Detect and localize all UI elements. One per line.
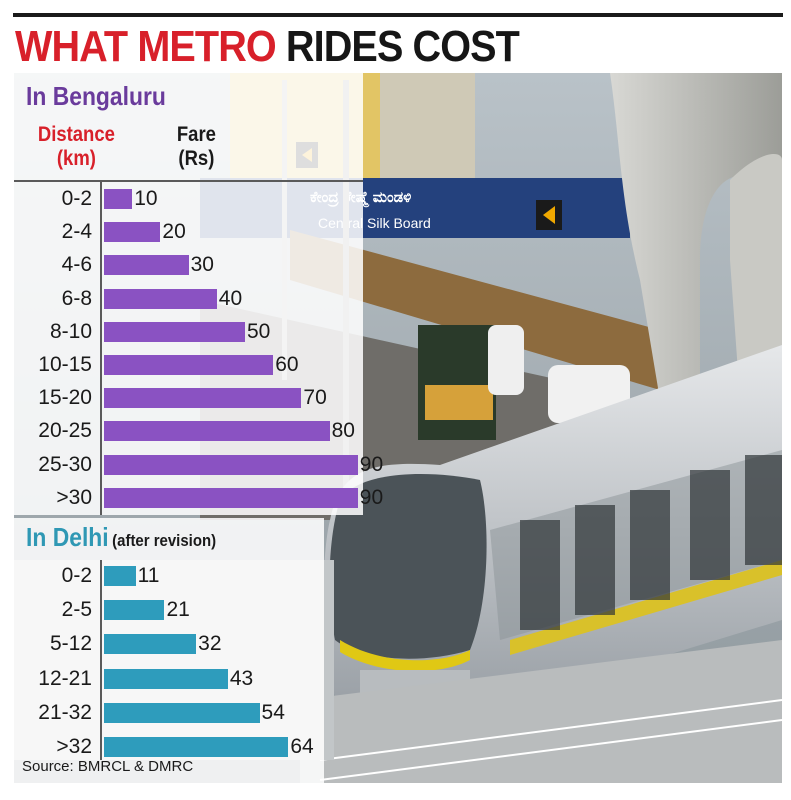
bar (104, 487, 358, 508)
value-label: 32 (198, 632, 222, 656)
category-label: 6-8 (61, 286, 92, 310)
value-label: 64 (290, 735, 314, 758)
category-label: >30 (56, 485, 92, 509)
category-label: >32 (56, 735, 92, 758)
bar (104, 421, 330, 442)
value-label: 54 (261, 700, 285, 724)
value-label: 90 (359, 485, 384, 509)
bengaluru-axis (100, 182, 102, 515)
value-label: 20 (162, 220, 186, 244)
value-label: 21 (166, 598, 190, 622)
bar (104, 222, 161, 243)
fare-header-line2: (Rs) (178, 147, 215, 170)
distance-header-line2: (km) (56, 147, 96, 170)
delhi-axis (100, 560, 102, 760)
category-label: 0-2 (61, 187, 92, 210)
delhi-title: In Delhi (26, 522, 109, 552)
category-label: 8-10 (49, 319, 92, 343)
bar (104, 321, 245, 342)
distance-header-line1: Distance (37, 123, 115, 146)
category-label: 2-4 (61, 220, 92, 244)
fare-header: Fare (Rs) (170, 123, 223, 171)
category-label: 20-25 (38, 419, 92, 443)
bar (104, 566, 136, 586)
category-label: 21-32 (38, 700, 92, 724)
title-part-1: WHAT METRO (15, 22, 277, 71)
value-label: 11 (137, 564, 160, 587)
category-label: 15-20 (38, 386, 92, 410)
bar (104, 288, 217, 309)
value-label: 10 (134, 187, 158, 210)
category-label: 12-21 (38, 666, 92, 690)
bar (104, 255, 189, 276)
category-label: 0-2 (61, 564, 92, 587)
bar (104, 737, 289, 757)
header-rule (14, 180, 363, 182)
value-label: 60 (275, 353, 299, 376)
title-part-2: RIDES COST (285, 22, 520, 71)
source-note: Source: BMRCL & DMRC (22, 758, 194, 775)
top-rule (13, 13, 783, 17)
bar (104, 600, 165, 621)
category-label: 4-6 (61, 253, 92, 277)
fare-header-line1: Fare (176, 123, 216, 146)
bar (104, 634, 197, 655)
value-label: 50 (247, 319, 271, 343)
value-label: 90 (359, 452, 384, 476)
category-label: 10-15 (38, 353, 92, 376)
delhi-heading: In Delhi (after revision) (26, 522, 216, 556)
bar (104, 189, 133, 209)
bengaluru-heading: In Bengaluru (26, 81, 166, 111)
value-label: 40 (218, 286, 243, 310)
distance-header: Distance (km) (28, 123, 125, 171)
value-label: 30 (190, 253, 214, 277)
category-label: 2-5 (61, 598, 92, 622)
bar (104, 388, 302, 409)
bar (104, 702, 260, 723)
bar (104, 668, 228, 689)
bar (104, 454, 358, 475)
bar (104, 355, 274, 375)
delhi-subtitle: (after revision) (112, 531, 217, 550)
category-label: 5-12 (49, 632, 92, 656)
category-label: 25-30 (38, 452, 92, 476)
value-label: 43 (229, 666, 254, 690)
value-label: 70 (303, 386, 327, 410)
value-label: 80 (331, 419, 355, 443)
page-title: WHAT METRO RIDES COST (15, 22, 520, 72)
